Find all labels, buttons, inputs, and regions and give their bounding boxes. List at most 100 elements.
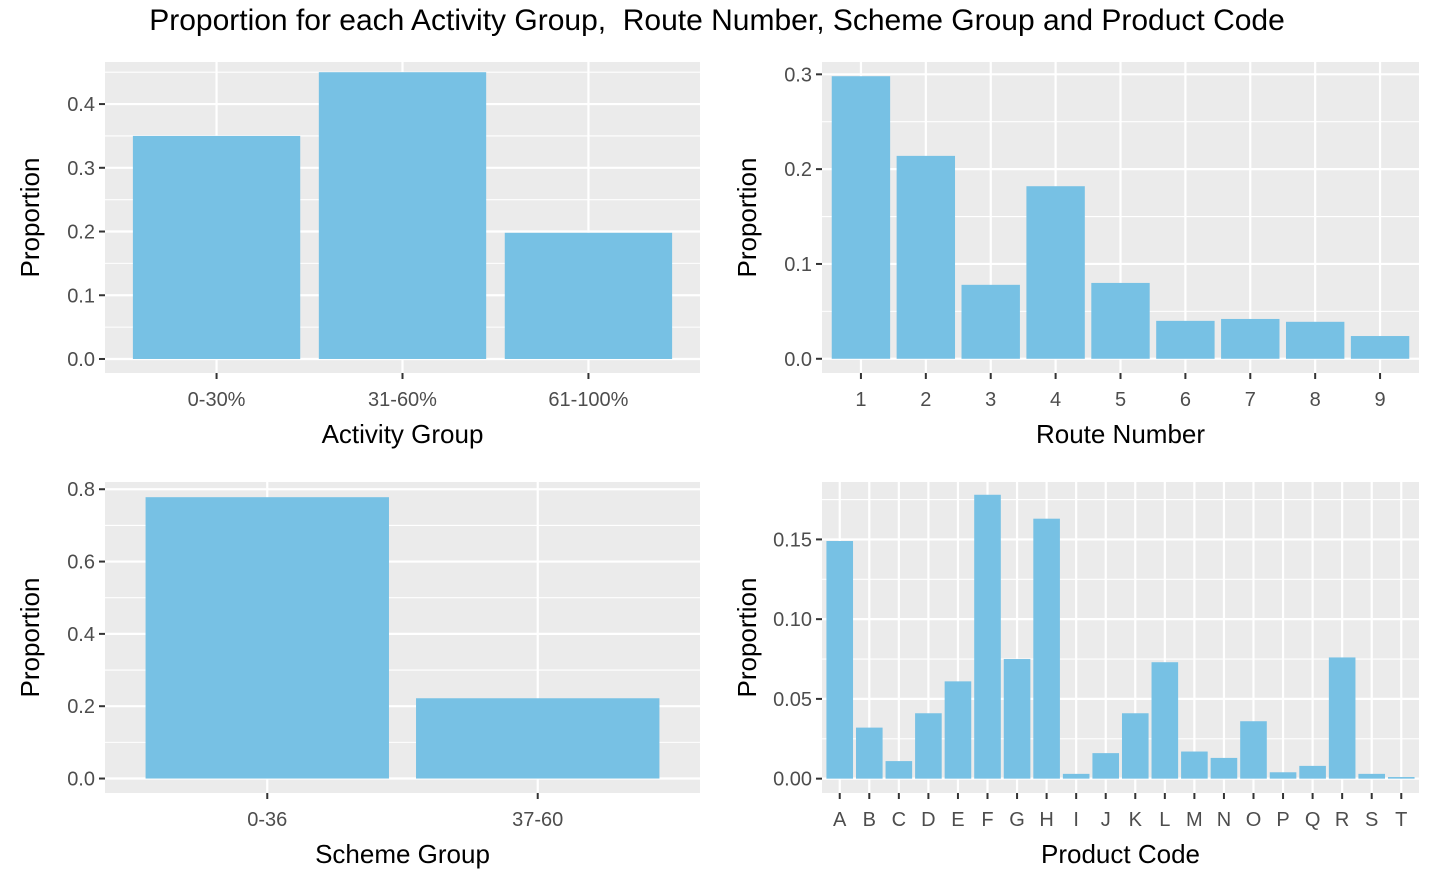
bar-C [885,761,913,779]
bar-S [1358,773,1386,779]
y-axis-label: Proportion [732,158,762,278]
x-axis-label: Route Number [1036,419,1205,449]
y-axis-label: Proportion [15,158,45,278]
bar-K [1121,713,1149,779]
x-tick-label: 4 [1050,389,1061,411]
x-tick-label: 5 [1115,389,1126,411]
x-tick-label: G [1009,809,1025,831]
y-tick-label: 0.15 [773,529,812,551]
bar-2 [896,155,956,359]
chart-panel-3: 0.0 0.2 0.4 0.6 0.8 0-36 37-60 Scheme Group Prop… [15,479,700,869]
y-tick-label: 0.2 [784,159,812,181]
bar-P [1269,772,1297,779]
chart-panel-2: 0.0 0.1 0.2 0.3 1 2 3 4 5 6 7 8 9 Route Number Proport… [732,62,1419,449]
x-tick-label: T [1395,809,1407,831]
bar-8 [1285,321,1345,359]
x-tick-label: H [1039,809,1053,831]
bar-1 [831,76,891,359]
bar-4 [1026,186,1085,359]
bar-I [1062,773,1090,779]
y-tick-label: 0.05 [773,689,812,711]
x-tick-label: 31-60% [368,389,437,411]
bar-61-100% [504,232,673,359]
x-tick-label: 8 [1310,389,1321,411]
bar-9 [1350,336,1410,359]
x-tick-label: P [1276,809,1289,831]
x-tick-label: 1 [855,389,866,411]
x-tick-label: F [981,809,993,831]
x-tick-label: O [1246,809,1262,831]
x-tick-label: 37-60 [512,809,563,831]
bar-0-36 [145,497,389,779]
bar-F [974,494,1001,779]
x-tick-label: L [1159,809,1170,831]
y-tick-label: 0.3 [784,64,812,86]
x-tick-label: 7 [1245,389,1256,411]
y-tick-label: 0.00 [773,769,812,791]
x-tick-label: 61-100% [548,389,628,411]
bar-N [1210,757,1238,779]
x-tick-label: I [1073,809,1079,831]
bar-0-30% [132,135,301,359]
y-tick-label: 0.6 [67,552,95,574]
x-tick-label: Q [1305,809,1321,831]
x-tick-label: C [892,809,906,831]
bar-Q [1299,765,1326,779]
x-axis-label: Scheme Group [315,839,490,869]
x-tick-label: 0-30% [188,389,246,411]
bar-M [1181,751,1208,779]
x-tick-label: 6 [1180,389,1191,411]
chart-panel-1: 0.0 0.1 0.2 0.3 0.4 0-30% 31-60% 61-100% Activit… [15,62,700,449]
x-axis-label: Product Code [1041,839,1200,869]
y-tick-label: 0.2 [67,222,95,244]
y-tick-label: 0.2 [67,696,95,718]
y-axis-label: Proportion [15,578,45,698]
y-tick-label: 0.0 [67,769,95,791]
y-tick-label: 0.1 [67,285,95,307]
figure-title: Proportion for each Activity Group, Rout… [149,4,1285,37]
x-tick-label: N [1217,809,1231,831]
bar-37-60 [416,698,660,779]
bar-J [1092,753,1120,779]
x-tick-label: M [1186,809,1203,831]
bar-D [915,713,942,779]
x-tick-label: E [951,809,964,831]
y-axis-label: Proportion [732,578,762,698]
x-tick-label: 0-36 [247,809,287,831]
bar-G [1003,659,1031,779]
chart-panel-4: 0.00 0.05 0.10 0.15 A B C D E F G H I J K L M N O P Q R S T Prod… [732,482,1419,869]
bar-6 [1156,320,1215,359]
y-tick-label: 0.0 [784,349,812,371]
y-tick-label: 0.0 [67,349,95,371]
y-tick-label: 0.3 [67,158,95,180]
bar-R [1328,657,1356,779]
x-axis-label: Activity Group [322,419,484,449]
y-tick-label: 0.1 [784,254,812,276]
bar-T [1387,777,1415,779]
bar-E [944,681,972,779]
bar-A [826,541,854,779]
y-tick-label: 0.8 [67,479,95,501]
y-tick-label: 0.4 [67,94,95,116]
bar-31-60% [318,72,487,359]
bar-5 [1091,282,1150,359]
x-tick-label: D [921,809,935,831]
x-tick-label: K [1129,809,1143,831]
y-tick-label: 0.4 [67,624,95,646]
x-tick-label: A [833,809,847,831]
bar-L [1151,662,1179,779]
bar-H [1033,518,1060,779]
bar-O [1240,721,1267,779]
bar-7 [1221,318,1280,359]
x-tick-label: 2 [920,389,931,411]
bar-B [855,727,883,779]
x-tick-label: S [1365,809,1378,831]
x-tick-label: B [863,809,876,831]
x-tick-label: 3 [985,389,996,411]
y-tick-label: 0.10 [773,609,812,631]
x-tick-label: J [1101,809,1111,831]
x-tick-label: R [1335,809,1349,831]
x-tick-label: 9 [1375,389,1386,411]
